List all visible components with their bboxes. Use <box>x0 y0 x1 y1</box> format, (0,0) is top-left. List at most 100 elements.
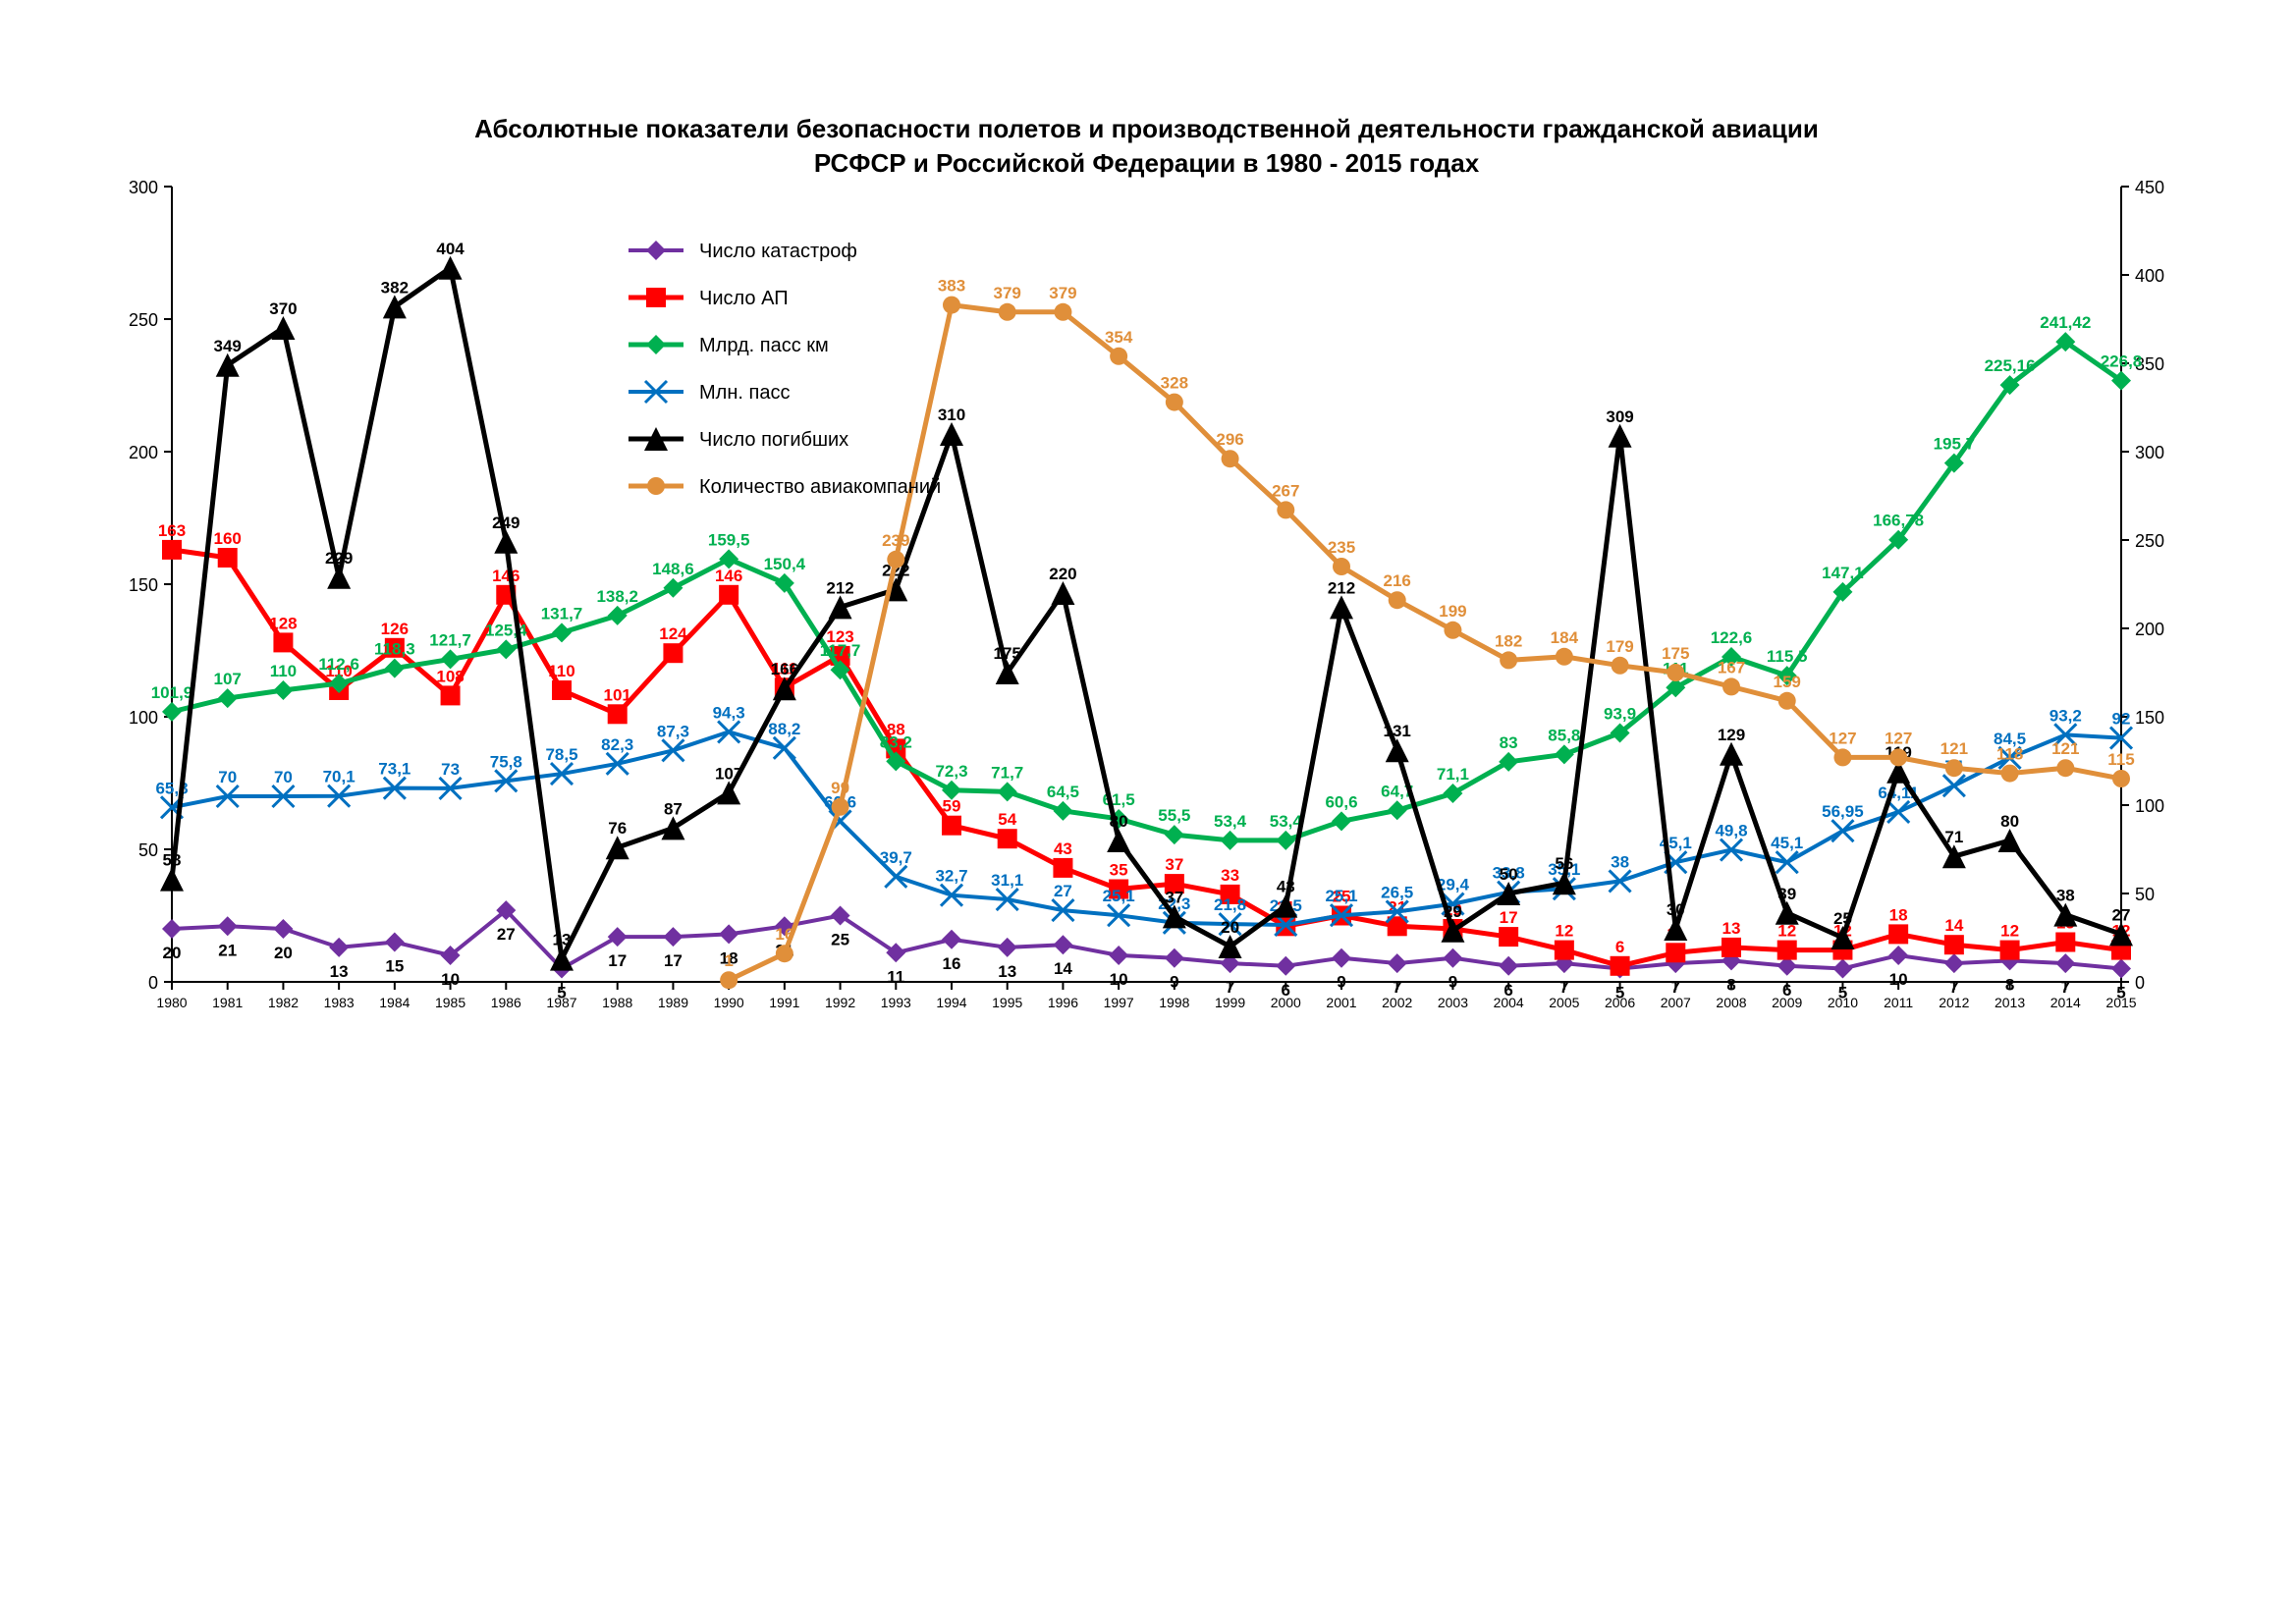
label-catastrophes: 6 <box>1282 981 1290 1000</box>
label-pax: 70 <box>274 768 293 786</box>
label-airlines: 328 <box>1161 374 1188 393</box>
label-pax: 78,5 <box>545 745 577 764</box>
label-ap: 108 <box>436 667 464 685</box>
x-tick: 1998 <box>1159 995 1189 1010</box>
x-tick: 1986 <box>491 995 521 1010</box>
label-airlines: 175 <box>1662 644 1689 663</box>
label-ap: 17 <box>1500 908 1518 927</box>
x-tick: 1980 <box>156 995 187 1010</box>
label-ap: 18 <box>1889 905 1908 924</box>
label-catastrophes: 20 <box>274 944 293 962</box>
label-catastrophes: 9 <box>1337 973 1345 992</box>
label-pax: 31,1 <box>991 871 1023 890</box>
y-right-tick: 150 <box>2135 708 2164 728</box>
x-tick: 2014 <box>2050 995 2081 1010</box>
label-airlines: 239 <box>882 531 909 550</box>
label-ap: 43 <box>1054 839 1072 858</box>
y-left-tick: 50 <box>138 840 158 860</box>
label-deaths: 212 <box>826 578 853 597</box>
y-right-tick: 400 <box>2135 266 2164 286</box>
label-pax: 75,8 <box>490 752 522 771</box>
label-catastrophes: 6 <box>1782 981 1791 1000</box>
label-pax: 94,3 <box>713 703 745 722</box>
label-airlines: 16 <box>775 925 793 944</box>
label-catastrophes: 7 <box>2061 978 2070 997</box>
label-airlines: 184 <box>1551 628 1579 647</box>
label-catastrophes: 17 <box>608 951 627 970</box>
label-catastrophes: 7 <box>1393 978 1401 997</box>
y-right-tick: 300 <box>2135 443 2164 462</box>
label-pax: 21,8 <box>1214 895 1246 914</box>
label-catastrophes: 8 <box>1726 975 1735 994</box>
label-deaths: 249 <box>492 514 519 532</box>
x-tick: 2003 <box>1438 995 1468 1010</box>
label-airlines: 115 <box>2107 750 2134 769</box>
label-deaths: 13 <box>553 931 572 949</box>
x-tick: 1985 <box>435 995 465 1010</box>
label-deaths: 20 <box>1221 918 1239 937</box>
label-pkm: 53,4 <box>1270 812 1303 831</box>
label-pax: 70,1 <box>323 768 355 786</box>
label-catastrophes: 11 <box>887 967 904 986</box>
label-ap: 54 <box>998 810 1016 829</box>
legend-label: Число АП <box>699 288 789 309</box>
label-deaths: 39 <box>1777 885 1796 903</box>
label-catastrophes: 16 <box>943 954 961 973</box>
x-tick: 1984 <box>379 995 410 1010</box>
x-tick: 2012 <box>1939 995 1969 1010</box>
label-pkm: 117,7 <box>820 641 861 660</box>
legend-label: Млн. пасс <box>699 382 790 404</box>
chart-title-1: Абсолютные показатели безопасности полет… <box>474 114 1819 143</box>
label-pax: 49,8 <box>1715 822 1747 840</box>
label-deaths: 310 <box>938 406 965 424</box>
label-catastrophes: 8 <box>2005 975 2014 994</box>
label-pkm: 122,6 <box>1711 628 1753 647</box>
label-airlines: 99 <box>831 779 849 797</box>
label-catastrophes: 10 <box>1110 970 1128 989</box>
label-pkm: 71,1 <box>1437 765 1469 784</box>
label-deaths: 56 <box>1555 854 1573 873</box>
label-catastrophes: 21 <box>218 941 237 959</box>
label-pkm: 93,9 <box>1604 704 1636 723</box>
label-catastrophes: 9 <box>1170 973 1178 992</box>
label-catastrophes: 7 <box>1671 978 1680 997</box>
x-tick: 2008 <box>1716 995 1746 1010</box>
x-tick: 2011 <box>1884 995 1913 1010</box>
label-pax: 26,5 <box>1381 883 1413 901</box>
label-deaths: 107 <box>715 764 742 783</box>
label-catastrophes: 10 <box>1889 970 1908 989</box>
y-left-tick: 200 <box>129 443 158 462</box>
label-airlines: 127 <box>1829 729 1856 747</box>
label-ap: 12 <box>2000 922 2019 941</box>
label-deaths: 309 <box>1606 407 1633 426</box>
label-catastrophes: 17 <box>664 951 683 970</box>
legend-label: Число погибших <box>699 429 848 451</box>
label-airlines: 216 <box>1384 571 1411 590</box>
y-left-tick: 250 <box>129 310 158 330</box>
label-ap: 146 <box>492 567 519 585</box>
label-deaths: 80 <box>2000 812 2019 831</box>
label-ap: 101 <box>604 685 631 704</box>
label-deaths: 43 <box>1277 878 1295 896</box>
y-left-tick: 300 <box>129 178 158 197</box>
y-left-tick: 150 <box>129 575 158 595</box>
label-deaths: 404 <box>436 240 465 258</box>
label-ap: 14 <box>1944 916 1963 935</box>
label-pkm: 64,5 <box>1047 783 1079 801</box>
label-airlines: 118 <box>1996 745 2023 764</box>
label-pkm: 53,4 <box>1214 812 1247 831</box>
label-deaths: 29 <box>1444 902 1462 921</box>
label-airlines: 296 <box>1216 430 1243 449</box>
x-tick: 2005 <box>1549 995 1579 1010</box>
label-deaths: 37 <box>1165 888 1183 906</box>
x-tick: 1989 <box>658 995 688 1010</box>
label-pkm: 112,6 <box>318 655 359 674</box>
label-pax: 82,3 <box>601 735 633 754</box>
label-catastrophes: 7 <box>1559 978 1568 997</box>
label-deaths: 349 <box>214 337 242 355</box>
label-pax: 87,3 <box>657 722 689 740</box>
label-catastrophes: 25 <box>831 931 849 949</box>
x-tick: 1991 <box>769 995 799 1010</box>
x-tick: 2013 <box>1995 995 2025 1010</box>
label-pkm: 148,6 <box>652 560 694 578</box>
